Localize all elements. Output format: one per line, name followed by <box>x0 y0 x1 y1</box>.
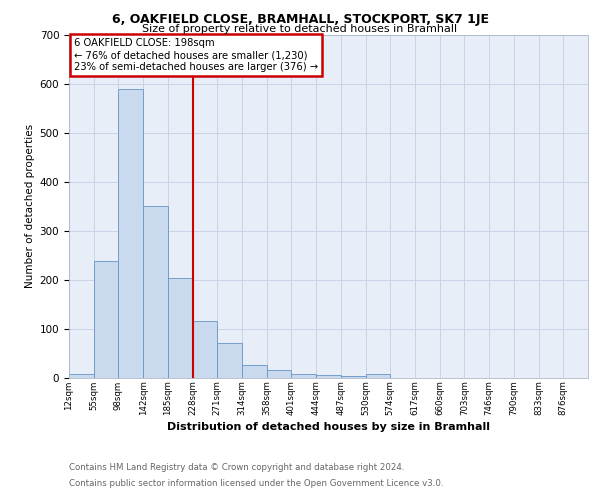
Y-axis label: Number of detached properties: Number of detached properties <box>25 124 35 288</box>
Text: Contains public sector information licensed under the Open Government Licence v3: Contains public sector information licen… <box>69 478 443 488</box>
Text: Size of property relative to detached houses in Bramhall: Size of property relative to detached ho… <box>142 24 458 34</box>
Text: Contains HM Land Registry data © Crown copyright and database right 2024.: Contains HM Land Registry data © Crown c… <box>69 464 404 472</box>
Bar <box>316 375 341 378</box>
Bar <box>168 278 193 378</box>
Bar <box>118 89 143 378</box>
Bar <box>143 206 168 378</box>
Bar <box>267 370 292 378</box>
Bar <box>193 320 217 378</box>
Bar <box>341 376 365 378</box>
Text: 6 OAKFIELD CLOSE: 198sqm
← 76% of detached houses are smaller (1,230)
23% of sem: 6 OAKFIELD CLOSE: 198sqm ← 76% of detach… <box>74 38 319 72</box>
Bar <box>242 366 267 378</box>
Bar <box>365 374 390 378</box>
Bar <box>94 261 118 378</box>
Bar <box>292 374 316 378</box>
Bar <box>217 343 242 378</box>
Text: 6, OAKFIELD CLOSE, BRAMHALL, STOCKPORT, SK7 1JE: 6, OAKFIELD CLOSE, BRAMHALL, STOCKPORT, … <box>112 12 488 26</box>
Bar <box>69 374 94 378</box>
Text: Distribution of detached houses by size in Bramhall: Distribution of detached houses by size … <box>167 422 490 432</box>
